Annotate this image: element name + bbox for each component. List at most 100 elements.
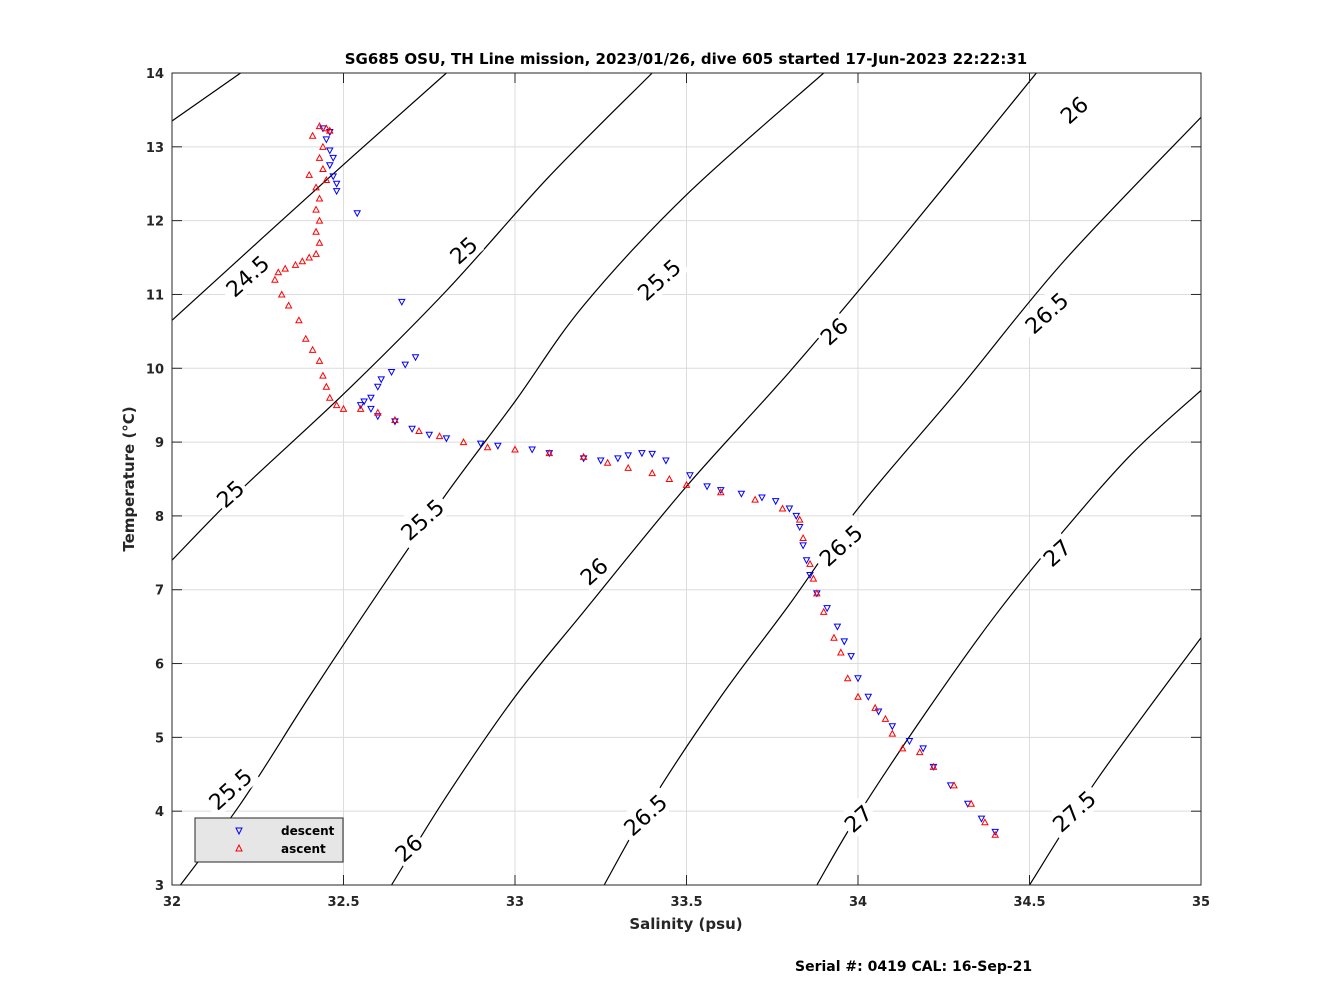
- descent-point: [377, 376, 386, 384]
- contour-label-knockout: [208, 471, 251, 515]
- ascent-point: [648, 469, 657, 477]
- ascent-point: [809, 574, 818, 582]
- ascent-point: [511, 445, 519, 453]
- legend-descent-marker: [235, 827, 243, 836]
- contour-label-knockout: [836, 796, 879, 839]
- descent-point: [373, 413, 382, 421]
- ascent-point: [339, 404, 348, 412]
- y-tick-label: 9: [155, 436, 164, 451]
- descent-point: [795, 523, 804, 532]
- ascent-point: [356, 404, 365, 412]
- y-tick-label: 14: [146, 67, 164, 82]
- y-axis-label: Temperature (°C): [120, 406, 138, 551]
- ascent-point: [981, 818, 989, 826]
- x-tick-label: 32.5: [327, 895, 359, 910]
- ascent-point: [830, 633, 838, 641]
- ascent-point: [284, 301, 293, 309]
- isopycnal-26: [391, 73, 1037, 885]
- ascent-point: [778, 504, 787, 512]
- descent-point: [373, 383, 382, 391]
- y-tick-label: 7: [155, 584, 164, 599]
- descent-point: [823, 605, 831, 613]
- ascent-point: [898, 744, 907, 752]
- legend-ascent-marker: [235, 843, 243, 852]
- ascent-point: [799, 534, 807, 542]
- ascent-point: [312, 227, 320, 235]
- y-tick-label: 10: [146, 362, 164, 377]
- descent-point: [325, 162, 334, 170]
- ascent-point: [545, 449, 554, 457]
- descent-point: [367, 405, 375, 413]
- descent-point: [411, 354, 420, 362]
- ascent-point: [315, 356, 324, 364]
- descent-point: [528, 446, 536, 454]
- ascent-point: [991, 830, 1000, 838]
- contour-label-knockout: [571, 549, 615, 592]
- ascent-point: [274, 268, 283, 276]
- descent-point: [758, 494, 766, 502]
- descent-point: [991, 828, 1000, 836]
- ascent-point: [881, 714, 890, 722]
- descent-point: [638, 450, 646, 458]
- descent-point: [854, 675, 862, 683]
- isopycnal-24-5: [172, 73, 447, 321]
- descent-point: [785, 505, 794, 513]
- ascent-point: [373, 408, 382, 416]
- isopycnal-25-5: [179, 73, 825, 885]
- descent-point: [579, 455, 588, 463]
- ascent-point: [665, 474, 674, 482]
- ascent-point: [915, 748, 924, 756]
- descent-point: [367, 394, 375, 402]
- descent-point: [322, 136, 331, 144]
- contour-label-knockout: [613, 784, 676, 844]
- ascent-point: [624, 463, 633, 471]
- ascent-point: [298, 257, 307, 265]
- ascent-point: [315, 122, 324, 130]
- ascent-point: [415, 426, 423, 435]
- descent-point: [802, 557, 811, 565]
- descent-point: [771, 498, 780, 506]
- contour-label-knockout: [1052, 88, 1095, 131]
- ascent-point: [312, 249, 320, 257]
- ascent-point: [295, 316, 303, 324]
- descent-point: [401, 361, 410, 369]
- x-tick-label: 34.5: [1013, 895, 1045, 910]
- ascent-point: [301, 334, 310, 342]
- descent-point: [716, 487, 725, 495]
- isopycnal-27-5: [1028, 637, 1201, 885]
- x-tick-label: 33: [506, 895, 524, 910]
- descent-point: [799, 542, 807, 550]
- descent-point: [874, 708, 883, 716]
- x-tick-label: 32: [163, 895, 181, 910]
- descent-point: [425, 431, 434, 439]
- ascent-point: [716, 488, 725, 496]
- ascent-point: [319, 142, 327, 150]
- descent-point: [332, 180, 341, 188]
- ascent-point: [305, 170, 314, 178]
- ascent-point: [459, 438, 468, 446]
- ascent-point: [837, 648, 845, 656]
- ascent-point: [806, 559, 814, 567]
- ascent-point: [291, 260, 300, 268]
- y-tick-label: 8: [155, 510, 164, 525]
- y-tick-label: 4: [155, 805, 164, 820]
- ascent-point: [795, 515, 804, 523]
- ascent-point: [871, 703, 879, 711]
- ascent-point: [967, 799, 976, 807]
- ascent-point: [315, 216, 324, 224]
- descent-point: [792, 512, 801, 520]
- y-tick-label: 5: [155, 731, 164, 746]
- ascent-point: [751, 495, 759, 503]
- descent-point: [919, 745, 928, 753]
- descent-point: [864, 693, 873, 701]
- x-tick-label: 35: [1192, 895, 1210, 910]
- ascent-point: [854, 692, 862, 700]
- descent-point: [332, 188, 341, 196]
- contour-label-knockout: [1015, 282, 1077, 342]
- descent-point: [397, 298, 406, 306]
- ascent-point: [391, 415, 399, 423]
- descent-point: [614, 455, 622, 463]
- descent-point: [977, 815, 986, 823]
- ascent-point: [682, 480, 691, 488]
